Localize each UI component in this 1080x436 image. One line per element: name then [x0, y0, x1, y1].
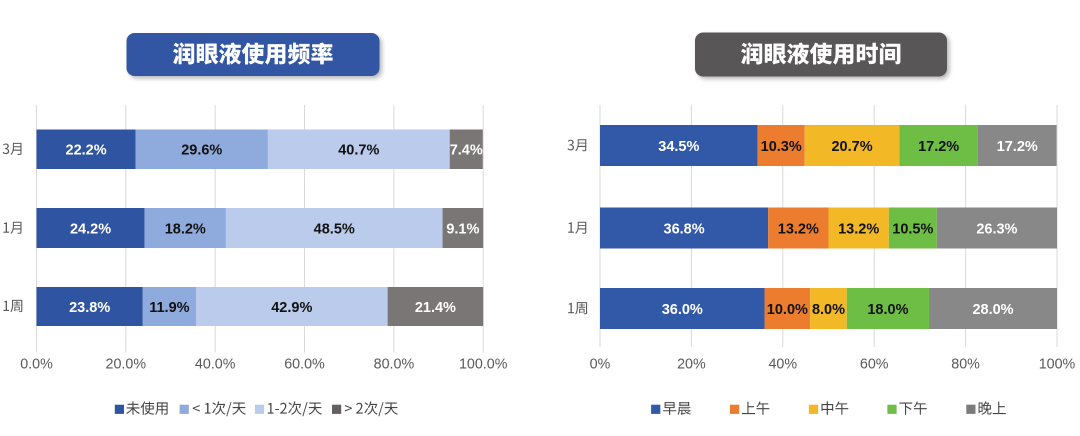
svg-text:18.0%: 18.0%: [867, 302, 908, 318]
svg-text:34.5%: 34.5%: [658, 139, 699, 155]
svg-text:17.2%: 17.2%: [918, 139, 959, 155]
svg-text:13.2%: 13.2%: [778, 221, 819, 237]
svg-text:60%: 60%: [860, 356, 889, 372]
svg-text:20%: 20%: [677, 356, 706, 372]
svg-text:18.2%: 18.2%: [165, 221, 206, 237]
svg-text:13.2%: 13.2%: [838, 221, 879, 237]
svg-text:48.5%: 48.5%: [314, 221, 355, 237]
svg-text:40.0%: 40.0%: [195, 356, 236, 372]
svg-text:36.0%: 36.0%: [662, 302, 703, 318]
svg-text:100.0%: 100.0%: [459, 356, 508, 372]
svg-text:20.0%: 20.0%: [106, 356, 147, 372]
svg-text:22.2%: 22.2%: [66, 143, 107, 159]
svg-text:100%: 100%: [1039, 356, 1076, 372]
svg-text:7.4%: 7.4%: [450, 143, 483, 159]
svg-text:28.0%: 28.0%: [972, 302, 1013, 318]
svg-text:26.3%: 26.3%: [976, 221, 1017, 237]
svg-text:24.2%: 24.2%: [70, 221, 111, 237]
svg-text:10.0%: 10.0%: [767, 302, 808, 318]
svg-text:21.4%: 21.4%: [415, 300, 456, 316]
svg-text:17.2%: 17.2%: [997, 139, 1038, 155]
svg-text:20.7%: 20.7%: [831, 139, 872, 155]
svg-text:40.7%: 40.7%: [338, 143, 379, 159]
svg-text:8.0%: 8.0%: [812, 302, 845, 318]
svg-text:11.9%: 11.9%: [149, 300, 189, 316]
svg-text:10.3%: 10.3%: [761, 139, 802, 155]
svg-text:23.8%: 23.8%: [69, 300, 110, 316]
svg-text:60.0%: 60.0%: [284, 356, 325, 372]
svg-text:29.6%: 29.6%: [181, 143, 222, 159]
svg-text:42.9%: 42.9%: [271, 300, 312, 316]
svg-text:0%: 0%: [590, 356, 611, 372]
svg-text:36.8%: 36.8%: [664, 221, 705, 237]
svg-text:80%: 80%: [951, 356, 980, 372]
svg-text:9.1%: 9.1%: [446, 221, 479, 237]
svg-text:80.0%: 80.0%: [374, 356, 415, 372]
svg-text:40%: 40%: [768, 356, 797, 372]
svg-text:10.5%: 10.5%: [892, 221, 933, 237]
svg-text:0.0%: 0.0%: [20, 356, 53, 372]
